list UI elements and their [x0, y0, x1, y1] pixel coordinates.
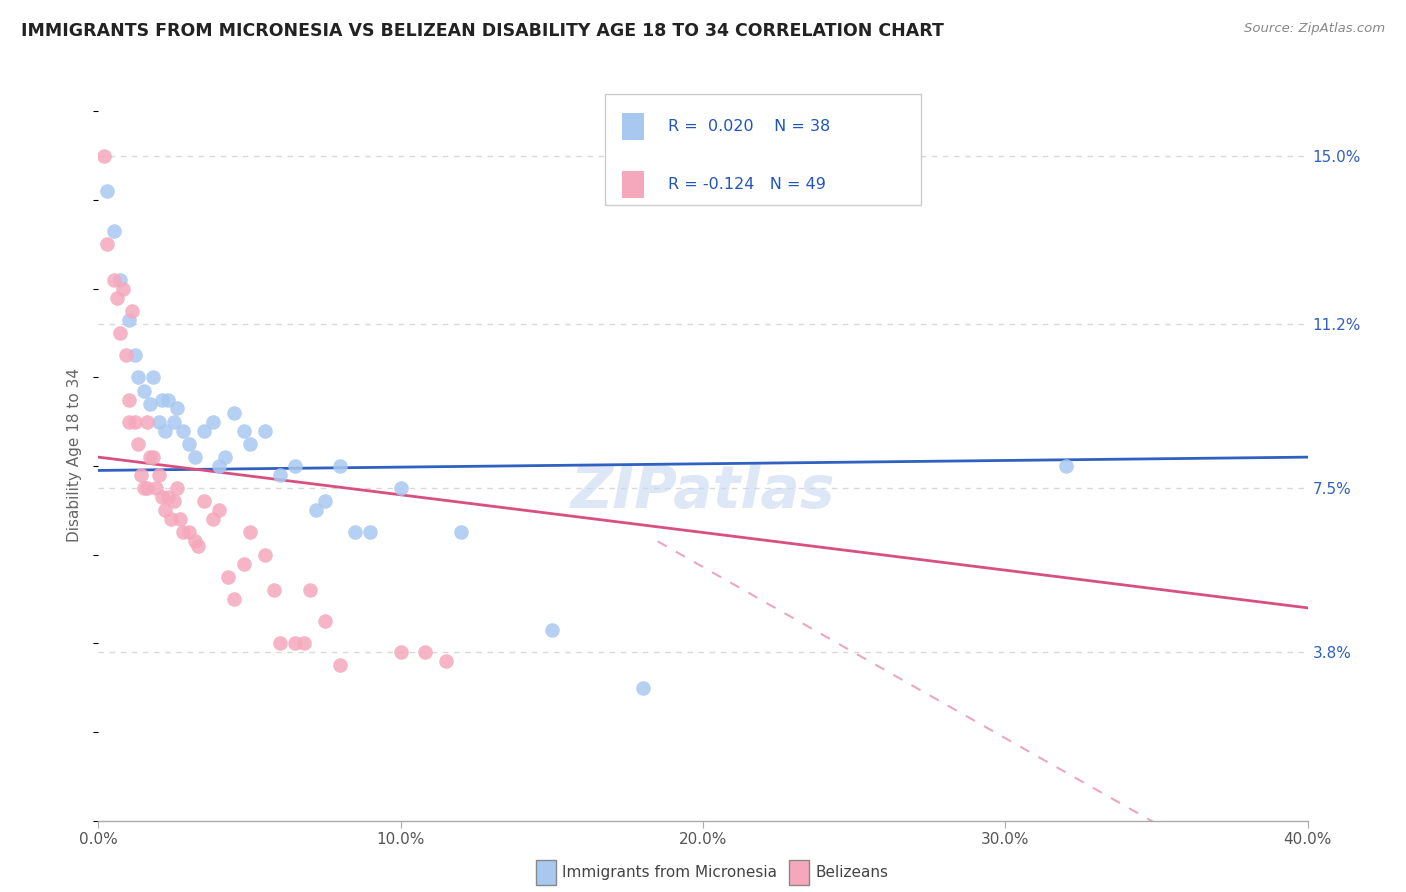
Point: [224, 592, 246, 607]
Point: [127, 437, 149, 451]
Point: [314, 614, 336, 628]
Point: [135, 415, 157, 429]
Point: [269, 467, 291, 482]
Point: [118, 415, 141, 429]
Point: [160, 512, 183, 526]
Point: [118, 392, 141, 407]
Text: R =  0.020    N = 38: R = 0.020 N = 38: [668, 120, 830, 134]
Point: [132, 384, 155, 398]
Point: [269, 636, 291, 650]
Point: [232, 557, 254, 571]
Point: [139, 450, 162, 464]
Point: [163, 415, 186, 429]
Point: [150, 490, 173, 504]
Point: [292, 636, 315, 650]
Y-axis label: Disability Age 18 to 34: Disability Age 18 to 34: [67, 368, 83, 542]
Point: [389, 481, 412, 495]
Point: [208, 503, 231, 517]
Point: [96, 237, 118, 252]
Point: [142, 370, 165, 384]
Point: [202, 512, 225, 526]
Text: IMMIGRANTS FROM MICRONESIA VS BELIZEAN DISABILITY AGE 18 TO 34 CORRELATION CHART: IMMIGRANTS FROM MICRONESIA VS BELIZEAN D…: [21, 22, 943, 40]
Point: [1054, 458, 1077, 473]
Point: [153, 503, 176, 517]
Point: [184, 450, 207, 464]
Point: [145, 481, 167, 495]
Point: [299, 583, 322, 598]
Point: [193, 424, 215, 438]
Point: [179, 437, 201, 451]
Point: [329, 458, 352, 473]
Point: [413, 645, 436, 659]
Point: [163, 494, 186, 508]
Point: [208, 458, 231, 473]
Point: [124, 348, 146, 362]
Point: [148, 415, 170, 429]
Point: [305, 503, 328, 517]
Point: [434, 654, 457, 668]
Point: [166, 401, 188, 416]
Point: [150, 392, 173, 407]
Text: Immigrants from Micronesia: Immigrants from Micronesia: [562, 865, 778, 880]
Point: [127, 370, 149, 384]
Point: [253, 548, 276, 562]
Point: [93, 149, 115, 163]
Point: [172, 424, 194, 438]
Point: [184, 534, 207, 549]
Point: [224, 406, 246, 420]
Point: [153, 424, 176, 438]
Point: [148, 467, 170, 482]
Point: [108, 326, 131, 340]
Point: [114, 348, 136, 362]
Point: [166, 481, 188, 495]
Point: [217, 570, 239, 584]
Point: [540, 623, 562, 637]
Point: [450, 525, 472, 540]
Point: [103, 224, 125, 238]
Point: [389, 645, 412, 659]
Point: [121, 303, 143, 318]
Point: [156, 392, 179, 407]
Point: [360, 525, 382, 540]
Point: [187, 539, 209, 553]
Point: [284, 458, 307, 473]
Point: [284, 636, 307, 650]
Point: [179, 525, 201, 540]
Point: [263, 583, 285, 598]
Point: [253, 424, 276, 438]
Point: [105, 291, 128, 305]
Point: [139, 397, 162, 411]
Point: [129, 467, 152, 482]
Text: Belizeans: Belizeans: [815, 865, 889, 880]
Point: [135, 481, 157, 495]
Point: [124, 415, 146, 429]
Point: [169, 512, 191, 526]
Point: [172, 525, 194, 540]
Text: R = -0.124   N = 49: R = -0.124 N = 49: [668, 178, 825, 192]
Point: [631, 681, 654, 695]
Point: [214, 450, 236, 464]
Point: [108, 273, 131, 287]
Point: [103, 273, 125, 287]
Point: [111, 282, 134, 296]
Point: [329, 658, 352, 673]
Point: [193, 494, 215, 508]
Point: [96, 184, 118, 198]
Point: [239, 437, 262, 451]
Point: [118, 312, 141, 326]
Point: [314, 494, 336, 508]
Point: [232, 424, 254, 438]
Point: [202, 415, 225, 429]
Point: [344, 525, 367, 540]
Point: [239, 525, 262, 540]
Point: [156, 490, 179, 504]
Point: [132, 481, 155, 495]
Text: Source: ZipAtlas.com: Source: ZipAtlas.com: [1244, 22, 1385, 36]
Text: ZIPatlas: ZIPatlas: [571, 463, 835, 520]
Point: [142, 450, 165, 464]
